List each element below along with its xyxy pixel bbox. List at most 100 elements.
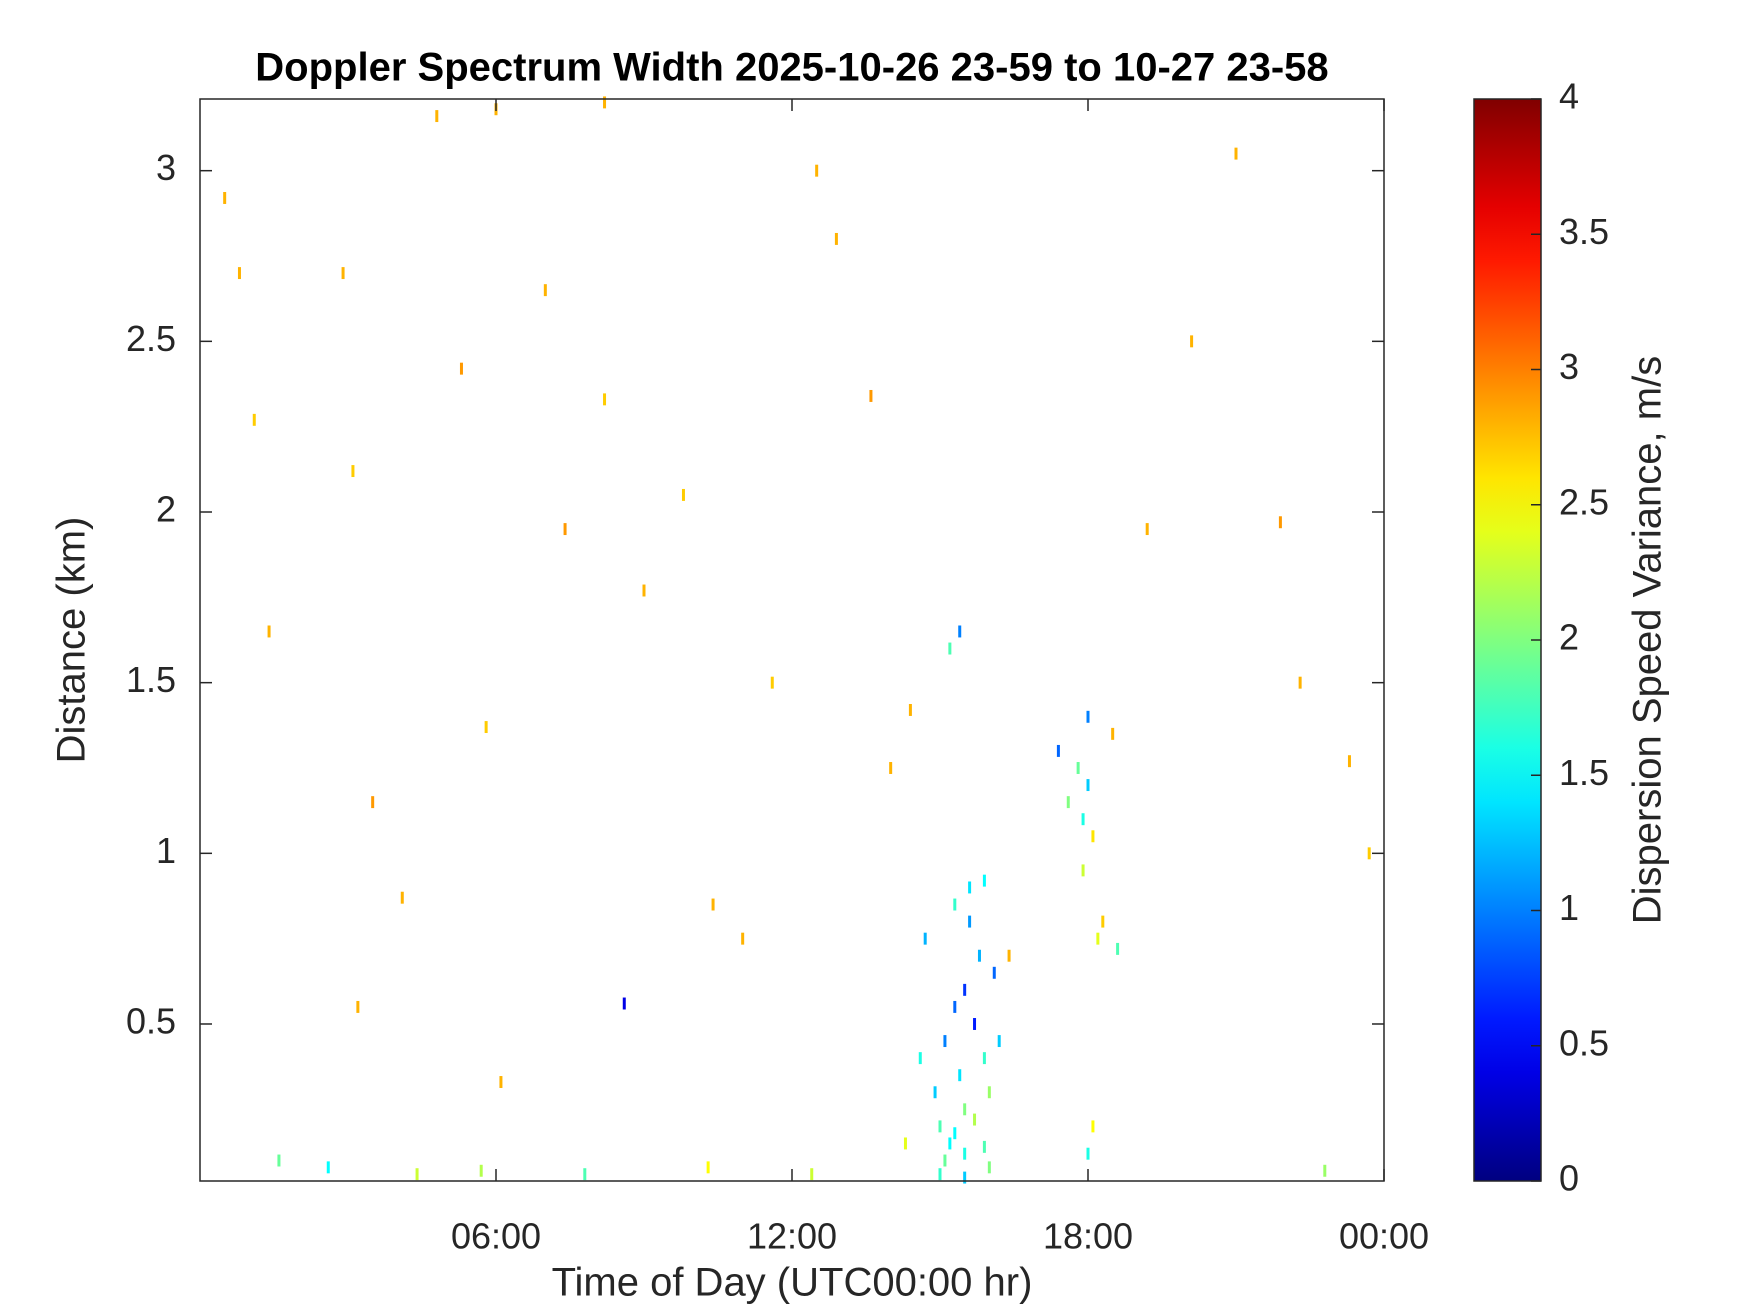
cell bbox=[400, 891, 404, 904]
cell bbox=[938, 1120, 942, 1133]
cell bbox=[277, 1154, 281, 1167]
x-tick-label: 06:00 bbox=[451, 1216, 541, 1257]
cell bbox=[267, 625, 271, 638]
cell bbox=[889, 762, 893, 774]
cell bbox=[1323, 1164, 1327, 1177]
y-tick-label: 2 bbox=[156, 489, 176, 530]
cell bbox=[963, 1147, 967, 1160]
cell bbox=[1190, 335, 1194, 348]
colorbar-tick-label: 3.5 bbox=[1559, 211, 1609, 252]
cell bbox=[987, 1086, 991, 1099]
cell bbox=[977, 949, 981, 962]
cell bbox=[987, 1161, 991, 1174]
cell bbox=[237, 267, 241, 280]
cell bbox=[997, 1035, 1001, 1048]
cell bbox=[948, 642, 952, 655]
cell bbox=[958, 625, 962, 638]
cell bbox=[681, 488, 685, 501]
cell bbox=[252, 413, 256, 426]
cell bbox=[499, 1076, 503, 1088]
y-axis-label: Distance (km) bbox=[50, 517, 94, 764]
cell bbox=[223, 192, 227, 204]
x-tick-label: 12:00 bbox=[747, 1216, 837, 1257]
cell bbox=[1116, 942, 1120, 955]
colorbar-label: Dispersion Speed Variance, m/s bbox=[1626, 356, 1670, 924]
x-tick-label: 00:00 bbox=[1339, 1216, 1429, 1257]
cell bbox=[1111, 727, 1115, 740]
cell bbox=[583, 1168, 587, 1181]
cell bbox=[1096, 932, 1100, 945]
cell bbox=[1347, 755, 1351, 768]
cell bbox=[968, 881, 972, 894]
cell bbox=[1298, 676, 1302, 689]
cell bbox=[958, 1069, 962, 1082]
cell bbox=[933, 1086, 937, 1099]
cell bbox=[923, 932, 927, 945]
cell bbox=[908, 703, 912, 716]
cell bbox=[563, 523, 567, 536]
cell bbox=[341, 267, 345, 280]
colorbar-tick-label: 1.5 bbox=[1559, 752, 1609, 793]
cell bbox=[484, 721, 488, 734]
cell bbox=[642, 584, 646, 597]
cell bbox=[1101, 915, 1105, 928]
cell bbox=[1367, 847, 1371, 860]
y-tick-label: 3 bbox=[156, 147, 176, 188]
cell bbox=[963, 1103, 967, 1116]
plot-frame bbox=[199, 98, 1385, 1182]
cell bbox=[982, 874, 986, 887]
colorbar-tick-label: 2.5 bbox=[1559, 481, 1609, 522]
x-axis-label: Time of Day (UTC00:00 hr) bbox=[552, 1261, 1033, 1305]
cell bbox=[1081, 864, 1085, 877]
cell bbox=[953, 1127, 957, 1140]
cell bbox=[948, 1137, 952, 1150]
cell bbox=[356, 1000, 360, 1013]
cell bbox=[479, 1164, 483, 1177]
cell bbox=[834, 232, 838, 245]
cell bbox=[973, 1113, 977, 1126]
cell bbox=[543, 284, 547, 297]
cell bbox=[1007, 949, 1011, 962]
chart-title: Doppler Spectrum Width 2025-10-26 23-59 … bbox=[255, 46, 1328, 90]
colorbar-tick-label: 0.5 bbox=[1559, 1022, 1609, 1063]
cell bbox=[622, 997, 626, 1010]
cell bbox=[459, 362, 463, 375]
colorbar-tick-label: 2 bbox=[1559, 617, 1579, 658]
cell bbox=[943, 1035, 947, 1048]
cell bbox=[1086, 710, 1090, 723]
cell bbox=[810, 1168, 814, 1181]
cell bbox=[1091, 1120, 1095, 1133]
cell bbox=[1086, 779, 1090, 792]
cell bbox=[706, 1161, 710, 1174]
x-tick-label: 18:00 bbox=[1043, 1216, 1133, 1257]
cell bbox=[741, 932, 745, 945]
cell bbox=[982, 1140, 986, 1153]
cell bbox=[938, 1168, 942, 1181]
cell bbox=[869, 389, 873, 402]
cell bbox=[968, 915, 972, 928]
cell bbox=[1091, 830, 1095, 843]
cell bbox=[711, 898, 715, 911]
cell bbox=[815, 164, 819, 177]
cell bbox=[435, 110, 439, 123]
cell bbox=[1145, 523, 1149, 536]
cell bbox=[1081, 813, 1085, 826]
cell bbox=[1066, 796, 1070, 809]
colorbar-tick-label: 4 bbox=[1559, 76, 1579, 117]
colorbar-tick-label: 1 bbox=[1559, 887, 1579, 928]
cell bbox=[351, 465, 355, 478]
cell bbox=[1076, 762, 1080, 774]
cell bbox=[953, 898, 957, 911]
cell bbox=[1278, 516, 1282, 529]
y-tick-label: 1.5 bbox=[126, 659, 176, 700]
cell bbox=[963, 1171, 967, 1184]
cell bbox=[1234, 147, 1238, 160]
cell bbox=[918, 1052, 922, 1065]
cell bbox=[943, 1154, 947, 1167]
y-tick-label: 1 bbox=[156, 830, 176, 871]
y-tick-label: 2.5 bbox=[126, 318, 176, 359]
cell bbox=[953, 1000, 957, 1013]
cell bbox=[1086, 1147, 1090, 1160]
cell bbox=[963, 983, 967, 996]
